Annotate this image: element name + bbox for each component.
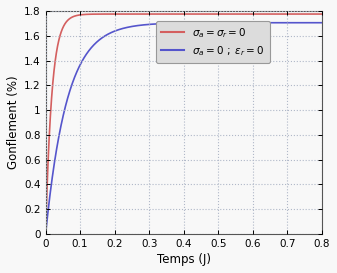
Legend: $\sigma_a = \sigma_r = 0$, $\sigma_a = 0\ ;\ \varepsilon_r = 0$: $\sigma_a = \sigma_r = 0$, $\sigma_a = 0… xyxy=(156,21,270,63)
Y-axis label: Gonflement (%): Gonflement (%) xyxy=(7,76,20,169)
X-axis label: Temps (J): Temps (J) xyxy=(157,253,211,266)
